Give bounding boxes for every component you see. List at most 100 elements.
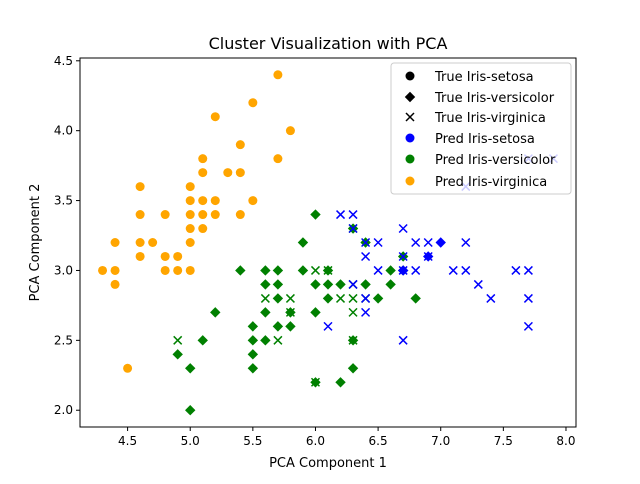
data-point	[135, 238, 145, 247]
data-point	[110, 265, 120, 275]
legend-label-true-setosa: True Iris-setosa	[434, 70, 534, 85]
legend-marker	[404, 91, 416, 103]
data-point	[98, 265, 108, 275]
data-point	[398, 265, 408, 275]
data-point	[272, 321, 284, 332]
data-point	[398, 251, 408, 262]
data-point	[323, 321, 333, 331]
data-point	[260, 279, 271, 290]
data-point	[335, 377, 346, 388]
data-point	[385, 279, 396, 290]
data-point	[273, 335, 283, 345]
y-tick-label: 4.5	[54, 54, 73, 68]
data-point	[185, 196, 195, 206]
data-point	[348, 293, 358, 303]
data-point	[273, 70, 283, 80]
data-point	[348, 210, 358, 220]
data-point	[160, 265, 170, 275]
x-tick-label: 6.0	[306, 434, 325, 448]
data-point	[398, 223, 408, 234]
data-point	[285, 307, 295, 317]
data-point	[272, 265, 284, 276]
y-axis-label: PCA Component 2	[28, 184, 43, 302]
data-point	[247, 349, 259, 360]
data-point	[486, 293, 496, 303]
data-point	[361, 251, 371, 262]
data-point	[361, 307, 371, 317]
data-point	[361, 293, 371, 303]
data-point	[235, 168, 245, 178]
data-point	[247, 321, 259, 332]
y-tick-label: 2.5	[54, 333, 73, 347]
legend-label-true-versicolor: True Iris-versicolor	[434, 91, 555, 106]
data-point	[461, 237, 471, 248]
data-point	[198, 168, 208, 178]
legend-marker	[405, 154, 415, 164]
data-point	[172, 349, 183, 360]
data-point	[198, 210, 208, 220]
data-point	[310, 377, 321, 387]
data-point	[348, 307, 358, 317]
data-point	[210, 196, 220, 206]
data-point	[210, 210, 220, 220]
data-point	[523, 265, 533, 275]
data-point	[323, 265, 333, 275]
data-point	[185, 210, 195, 220]
data-point	[173, 265, 183, 275]
data-point	[248, 98, 258, 108]
data-point	[185, 182, 195, 192]
data-point	[173, 251, 183, 261]
data-point	[373, 265, 383, 275]
data-point	[185, 238, 195, 247]
legend-marker	[405, 176, 415, 186]
data-point	[310, 307, 321, 318]
data-point	[260, 335, 271, 346]
data-point	[160, 210, 170, 220]
data-point	[198, 196, 208, 206]
data-point	[197, 335, 208, 346]
data-point	[523, 321, 533, 331]
legend-box	[390, 62, 572, 195]
data-point	[423, 251, 433, 262]
x-tick-label: 5.5	[243, 434, 262, 448]
data-point	[123, 363, 133, 373]
y-tick-label: 4.0	[54, 124, 73, 138]
data-point	[461, 265, 471, 275]
data-point	[198, 154, 208, 164]
data-point	[347, 363, 359, 374]
data-point	[210, 307, 221, 318]
data-point	[348, 223, 358, 234]
legend-marker	[405, 112, 415, 122]
data-point	[361, 237, 371, 248]
data-point	[110, 279, 120, 289]
data-point	[385, 265, 396, 276]
data-point	[235, 140, 245, 150]
legend-label-true-virginica: True Iris-virginica	[434, 111, 546, 126]
data-point	[310, 209, 321, 220]
y-tick-label: 3.0	[54, 263, 73, 277]
data-point	[260, 307, 271, 318]
data-point	[273, 154, 283, 164]
data-point	[223, 168, 233, 178]
data-point	[372, 293, 384, 304]
x-tick-label: 5.0	[181, 434, 200, 448]
chart-title: Cluster Visualization with PCA	[209, 34, 448, 53]
data-point	[435, 237, 446, 248]
data-point	[348, 335, 358, 345]
data-point	[235, 265, 246, 276]
data-point	[248, 196, 258, 206]
data-point	[135, 210, 145, 220]
data-point	[523, 293, 533, 303]
data-point	[210, 112, 220, 122]
data-point	[198, 224, 208, 234]
data-point	[285, 126, 295, 136]
data-point	[348, 279, 358, 289]
y-tick-label: 2.0	[54, 403, 73, 417]
data-point	[423, 237, 433, 248]
data-point	[310, 279, 321, 290]
x-tick-label: 4.5	[118, 434, 137, 448]
data-point	[322, 279, 334, 290]
data-points	[98, 70, 558, 416]
legend-label-pred-virginica: Pred Iris-virginica	[435, 175, 547, 190]
